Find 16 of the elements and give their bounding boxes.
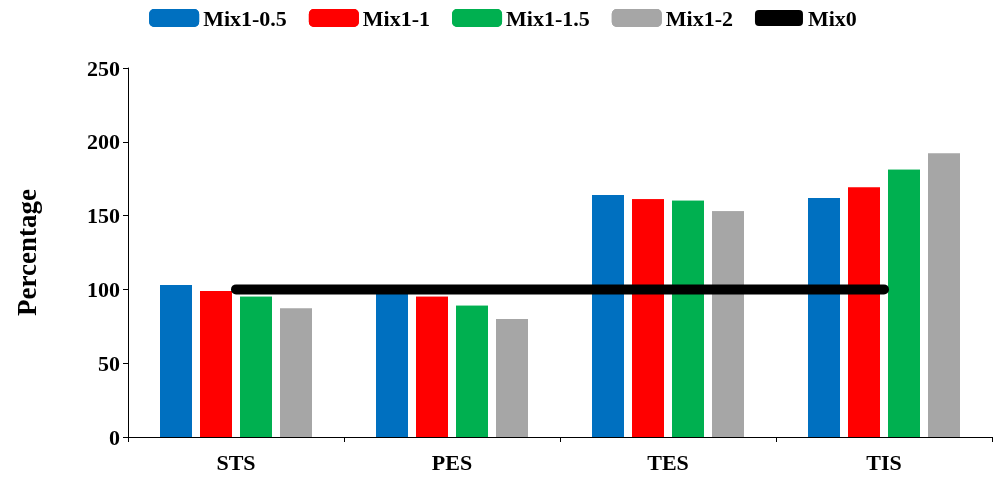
legend-label: Mix0 bbox=[807, 5, 857, 31]
legend-label: Mix1-1.5 bbox=[506, 5, 590, 31]
legend-label: Mix1-1 bbox=[362, 5, 431, 31]
x-tick-label: TES bbox=[647, 449, 689, 475]
y-tick-label: 100 bbox=[87, 276, 120, 302]
y-tick-label: 250 bbox=[87, 55, 120, 81]
y-tick-label: 0 bbox=[109, 424, 120, 450]
x-tick-label: TIS bbox=[866, 449, 902, 475]
legend-label: Mix1-0.5 bbox=[203, 5, 287, 31]
y-tick-label: 200 bbox=[87, 129, 120, 155]
legend-label: Mix1-2 bbox=[665, 5, 733, 31]
x-tick-label: STS bbox=[216, 449, 256, 475]
x-tick-label: PES bbox=[431, 449, 473, 475]
y-tick-label: 150 bbox=[87, 203, 120, 229]
y-tick-label: 50 bbox=[98, 350, 120, 376]
y-axis-title: Percentage bbox=[11, 189, 42, 316]
